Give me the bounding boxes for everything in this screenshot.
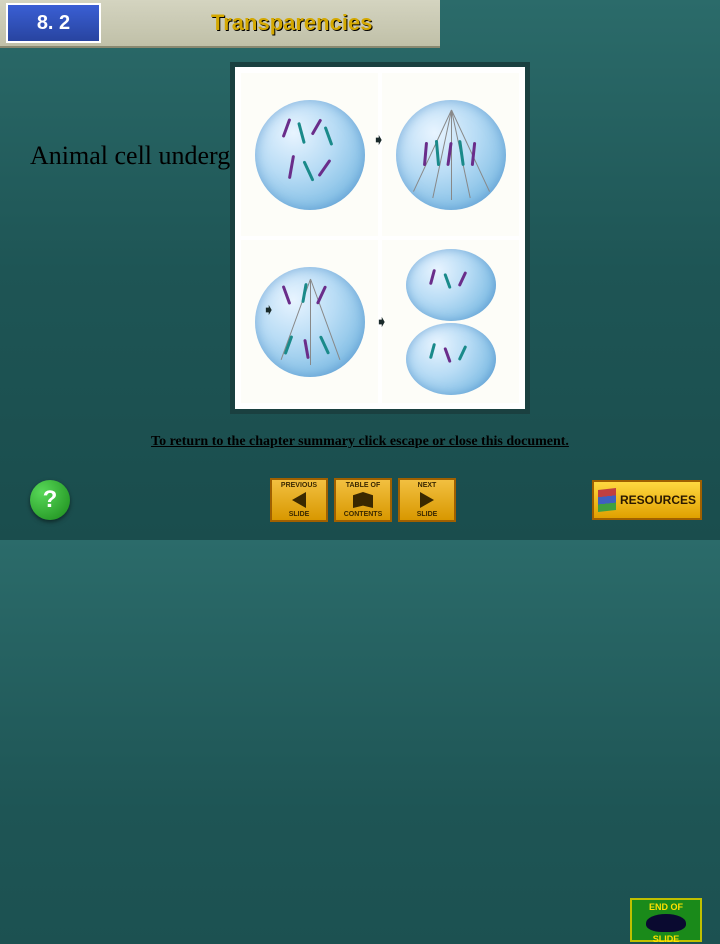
end-label-top: END OF	[634, 902, 698, 912]
instruction-text: To return to the chapter summary click e…	[0, 434, 720, 450]
whale-icon	[646, 914, 686, 932]
header-title: Transparencies	[211, 10, 372, 36]
section-number: 8. 2	[6, 3, 101, 43]
nav-label-top: TABLE OF	[346, 482, 380, 489]
stage-telophase	[382, 240, 519, 403]
nav-label-bottom: SLIDE	[289, 511, 310, 518]
nav-label-bottom: SLIDE	[417, 511, 438, 518]
resources-button[interactable]: RESOURCES	[592, 480, 702, 520]
bottom-nav: ? PREVIOUS SLIDE TABLE OF CONTENTS NEXT …	[0, 470, 720, 530]
books-icon	[598, 488, 616, 512]
table-of-contents-button[interactable]: TABLE OF CONTENTS	[334, 478, 392, 522]
nav-label-top: PREVIOUS	[281, 482, 317, 489]
stage-prophase	[241, 73, 378, 236]
arrow-icon: ➧	[375, 312, 388, 332]
triangle-right-icon	[420, 492, 434, 508]
help-button[interactable]: ?	[30, 480, 70, 520]
resources-label: RESOURCES	[620, 493, 696, 507]
previous-slide-button[interactable]: PREVIOUS SLIDE	[270, 478, 328, 522]
arrow-icon: ➧	[262, 300, 275, 320]
nav-label-top: NEXT	[418, 482, 437, 489]
next-slide-button[interactable]: NEXT SLIDE	[398, 478, 456, 522]
end-label-bottom: SLIDE	[634, 934, 698, 944]
stage-metaphase	[382, 73, 519, 236]
header-bar: 8. 2 Transparencies	[0, 0, 440, 48]
triangle-left-icon	[292, 492, 306, 508]
book-icon	[353, 492, 373, 508]
end-of-slide-button[interactable]: END OF SLIDE	[630, 898, 702, 942]
mitosis-diagram	[230, 62, 530, 414]
arrow-icon: ➧	[372, 130, 385, 150]
stage-anaphase	[241, 240, 378, 403]
nav-label-bottom: CONTENTS	[344, 511, 383, 518]
